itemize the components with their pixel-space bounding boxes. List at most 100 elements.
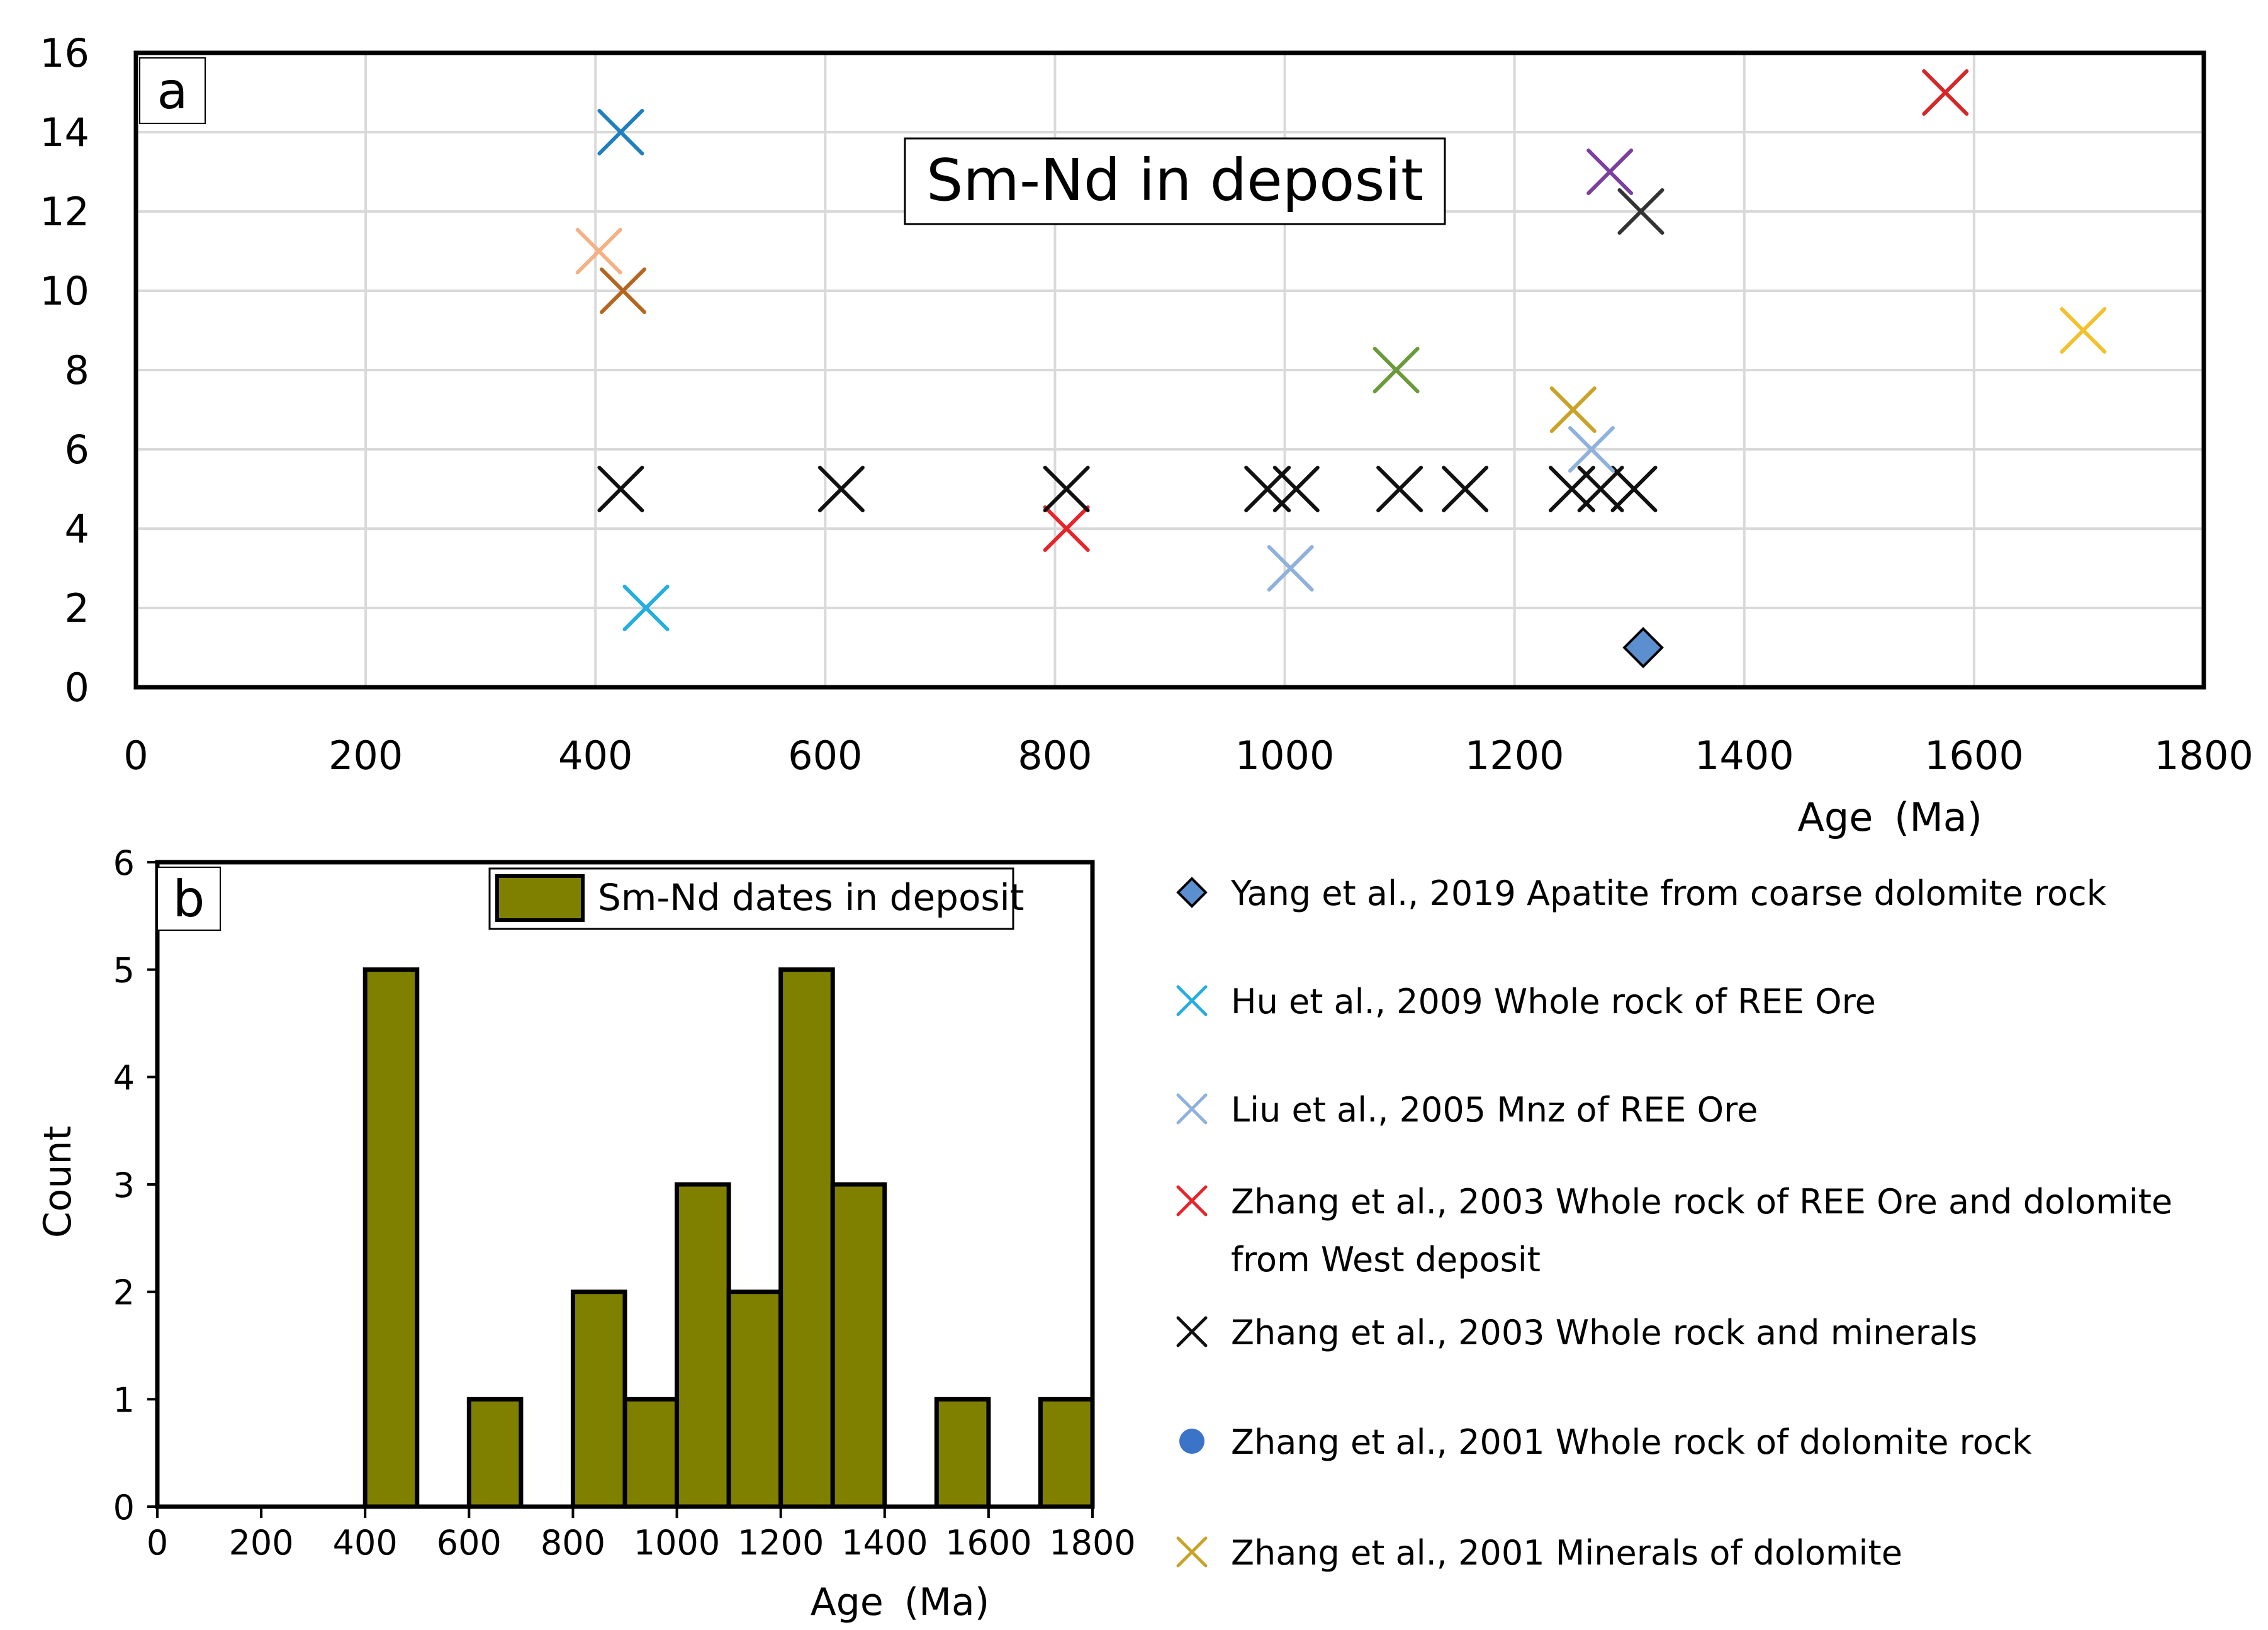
y-tick-label: 12 <box>40 189 89 235</box>
y-tick-label: 0 <box>65 665 89 711</box>
histogram-bar <box>622 1397 680 1509</box>
panel-b-x-axis-title: Age (Ma) <box>811 1580 989 1624</box>
histogram-bar <box>570 1290 627 1509</box>
data-point <box>1442 466 1489 512</box>
panel-a-x-tick-labels: 0 200 400 600 800 1000 1200 1400 1600 1800 <box>123 733 2254 778</box>
panel-a-letter: a <box>157 62 188 120</box>
x-tick-label: 1400 <box>1695 733 1794 778</box>
x-tick-label: 400 <box>558 733 632 778</box>
y-tick-label: 0 <box>113 1488 135 1527</box>
panel-a-letter-box <box>139 57 206 124</box>
x-tick-label: 0 <box>147 1523 168 1563</box>
legend-item: Liu et al., 2005 Mnz of REE Ore <box>1176 1090 1758 1130</box>
legend-label: Yang et al., 2019 Apatite from coarse do… <box>1230 874 2107 913</box>
histogram-bar <box>934 1397 991 1509</box>
legend-item: Zhang et al., 2003 Whole rock and minera… <box>1176 1313 1977 1352</box>
x-tick-label: 1800 <box>2154 733 2254 778</box>
y-tick-label: 3 <box>113 1166 135 1205</box>
x-tick-label: 200 <box>328 733 403 778</box>
y-tick-label: 1 <box>113 1380 135 1420</box>
data-point <box>2060 307 2107 354</box>
legend-marker-x <box>1176 1093 1208 1125</box>
histogram-bar <box>466 1397 524 1509</box>
data-point <box>1610 466 1658 512</box>
histogram-bar <box>675 1182 731 1509</box>
data-point <box>1267 545 1314 592</box>
data-point <box>597 109 644 155</box>
legend-marker-x <box>1176 985 1208 1016</box>
y-tick-label: 2 <box>65 585 89 631</box>
panel-a-frame <box>133 50 2206 690</box>
panel-b-y-tick-labels: 0 1 2 3 4 5 6 <box>113 843 135 1527</box>
data-point <box>622 585 670 631</box>
panel-b-letter-box <box>157 867 221 931</box>
legend-item: Yang et al., 2019 Apatite from coarse do… <box>1176 874 2107 913</box>
legend-label: Zhang et al., 2001 Whole rock of dolomit… <box>1231 1422 2032 1462</box>
legend-label: Hu et al., 2009 Whole rock of REE Ore <box>1231 982 1876 1021</box>
panel-b-letter: b <box>173 870 205 928</box>
data-point <box>1617 188 1665 235</box>
y-tick-label: 10 <box>40 268 89 314</box>
panel-a-title-box <box>904 137 1446 225</box>
data-point <box>1043 466 1090 512</box>
panel-a-y-tick-labels: 0 2 4 6 8 10 12 14 16 <box>40 30 89 711</box>
panel-b-x-tick-labels: 0 200 400 600 800 1000 1200 1400 1600 1800 <box>147 1523 1136 1563</box>
legend-marker-x <box>1176 1536 1208 1568</box>
legend-marker-x <box>1176 1316 1208 1347</box>
histogram-bar <box>362 967 420 1509</box>
data-point <box>1577 466 1624 512</box>
y-tick-label: 14 <box>40 110 89 155</box>
legend-label: Zhang et al., 2003 Whole rock and minera… <box>1231 1313 1977 1352</box>
panel-b-histogram: 0 1 2 3 4 5 6 0 200 400 600 800 1000 1200 1400 1600 180… <box>36 843 1136 1624</box>
legend-label: Zhang et al., 2001 Minerals of dolomite <box>1231 1533 1902 1573</box>
data-point <box>1373 347 1420 393</box>
legend-label-line2: from West deposit <box>1231 1240 1541 1279</box>
data-point <box>1043 505 1090 552</box>
legend-label: Liu et al., 2005 Mnz of REE Ore <box>1231 1090 1758 1130</box>
x-tick-label: 200 <box>229 1523 294 1563</box>
legend-label: Zhang et al., 2003 Whole rock of REE Ore… <box>1231 1182 2172 1222</box>
y-tick-label: 6 <box>65 427 89 473</box>
x-tick-label: 1800 <box>1049 1523 1135 1563</box>
x-tick-label: 600 <box>788 733 862 778</box>
x-tick-label: 1400 <box>841 1523 928 1563</box>
data-point <box>1586 149 1634 195</box>
x-tick-label: 400 <box>333 1523 398 1563</box>
x-tick-label: 1200 <box>1465 733 1564 778</box>
histogram-bar <box>1038 1397 1095 1509</box>
data-point <box>597 466 644 512</box>
y-tick-label: 4 <box>113 1058 135 1098</box>
data-point <box>817 466 865 512</box>
data-point <box>575 228 622 274</box>
y-tick-label: 6 <box>113 843 135 883</box>
x-tick-label: 800 <box>1018 733 1092 778</box>
panel-b-legend-swatch <box>495 874 585 922</box>
panel-b-x-tick-marks <box>147 861 1094 1518</box>
x-tick-label: 1000 <box>634 1523 720 1563</box>
legend-marker-circle <box>1179 1429 1204 1454</box>
x-tick-label: 1600 <box>945 1523 1031 1563</box>
data-point <box>600 267 647 314</box>
histogram-bar <box>778 967 835 1509</box>
data-point <box>1922 69 1969 116</box>
panel-b-y-axis-title: Count <box>36 1126 80 1238</box>
legend-marker-diamond <box>1176 877 1208 908</box>
x-tick-label: 1000 <box>1235 733 1335 778</box>
x-tick-label: 600 <box>437 1523 502 1563</box>
legend-item: Zhang et al., 2001 Whole rock of dolomit… <box>1179 1422 2032 1462</box>
data-point <box>1272 466 1320 512</box>
histogram-bar <box>830 1182 887 1509</box>
y-tick-label: 8 <box>65 347 89 393</box>
x-tick-label: 1200 <box>738 1523 824 1563</box>
panel-b-legend-label: Sm-Nd dates in deposit <box>598 876 1025 919</box>
y-tick-label: 4 <box>65 506 89 552</box>
panel-a-title: Sm-Nd in deposit <box>926 147 1423 214</box>
x-tick-label: 1600 <box>1924 733 2024 778</box>
panel-a-points <box>575 69 2107 668</box>
legend-item: Zhang et al., 2003 Whole rock of REE Ore… <box>1176 1182 2172 1279</box>
panel-a-scatter: 0 2 4 6 8 10 12 14 16 0 200 400 600 800 1000 1200 1400 1… <box>40 30 2254 840</box>
histogram-bar <box>726 1290 783 1509</box>
y-tick-label: 2 <box>113 1273 135 1313</box>
legend-item: Zhang et al., 2001 Minerals of dolomite <box>1176 1533 1902 1573</box>
